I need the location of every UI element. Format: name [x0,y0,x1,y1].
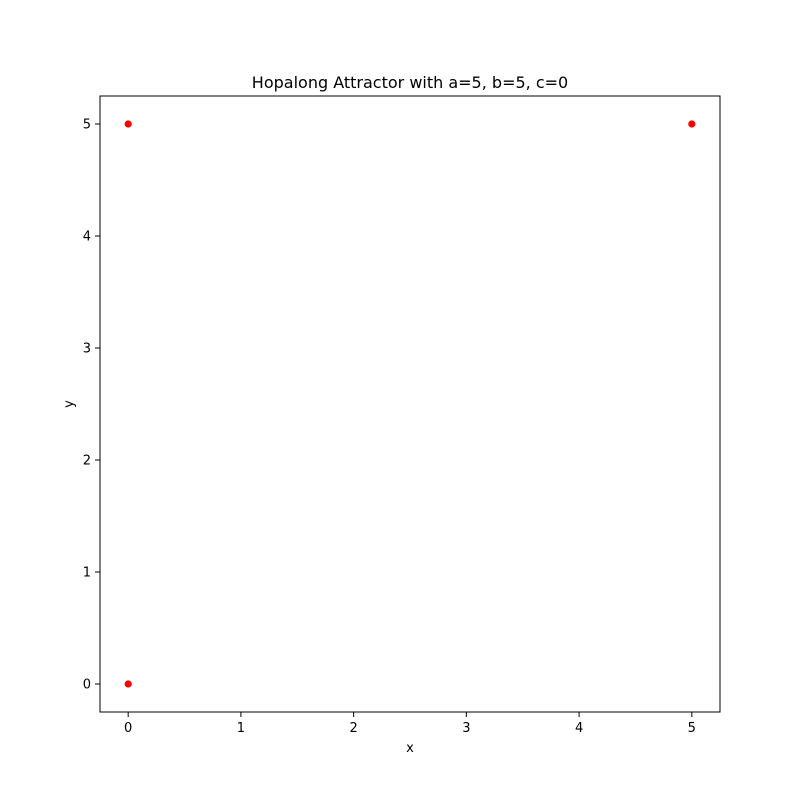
x-tick-label: 3 [462,721,470,736]
x-tick-label: 4 [575,721,583,736]
chart-title: Hopalong Attractor with a=5, b=5, c=0 [252,73,568,92]
y-tick-label: 3 [83,342,91,357]
y-tick-label: 5 [83,118,91,133]
plot-marks [124,120,696,688]
x-tick-label: 5 [688,721,696,736]
plot-frame [99,95,721,713]
x-tick-label: 2 [349,721,357,736]
y-axis: 0 1 2 3 4 5 [83,118,100,693]
y-tick-label: 4 [83,230,91,245]
data-point [124,120,132,128]
x-tick-label: 1 [237,721,245,736]
y-axis-label: y [62,400,77,408]
data-point [124,680,132,688]
y-tick-label: 1 [83,566,91,581]
x-tick-label: 0 [124,721,132,736]
y-tick-label: 2 [83,454,91,469]
x-axis: 0 1 2 3 4 5 [124,712,696,736]
x-axis-label: x [406,741,414,756]
data-point [688,120,696,128]
y-tick-label: 0 [83,678,91,693]
